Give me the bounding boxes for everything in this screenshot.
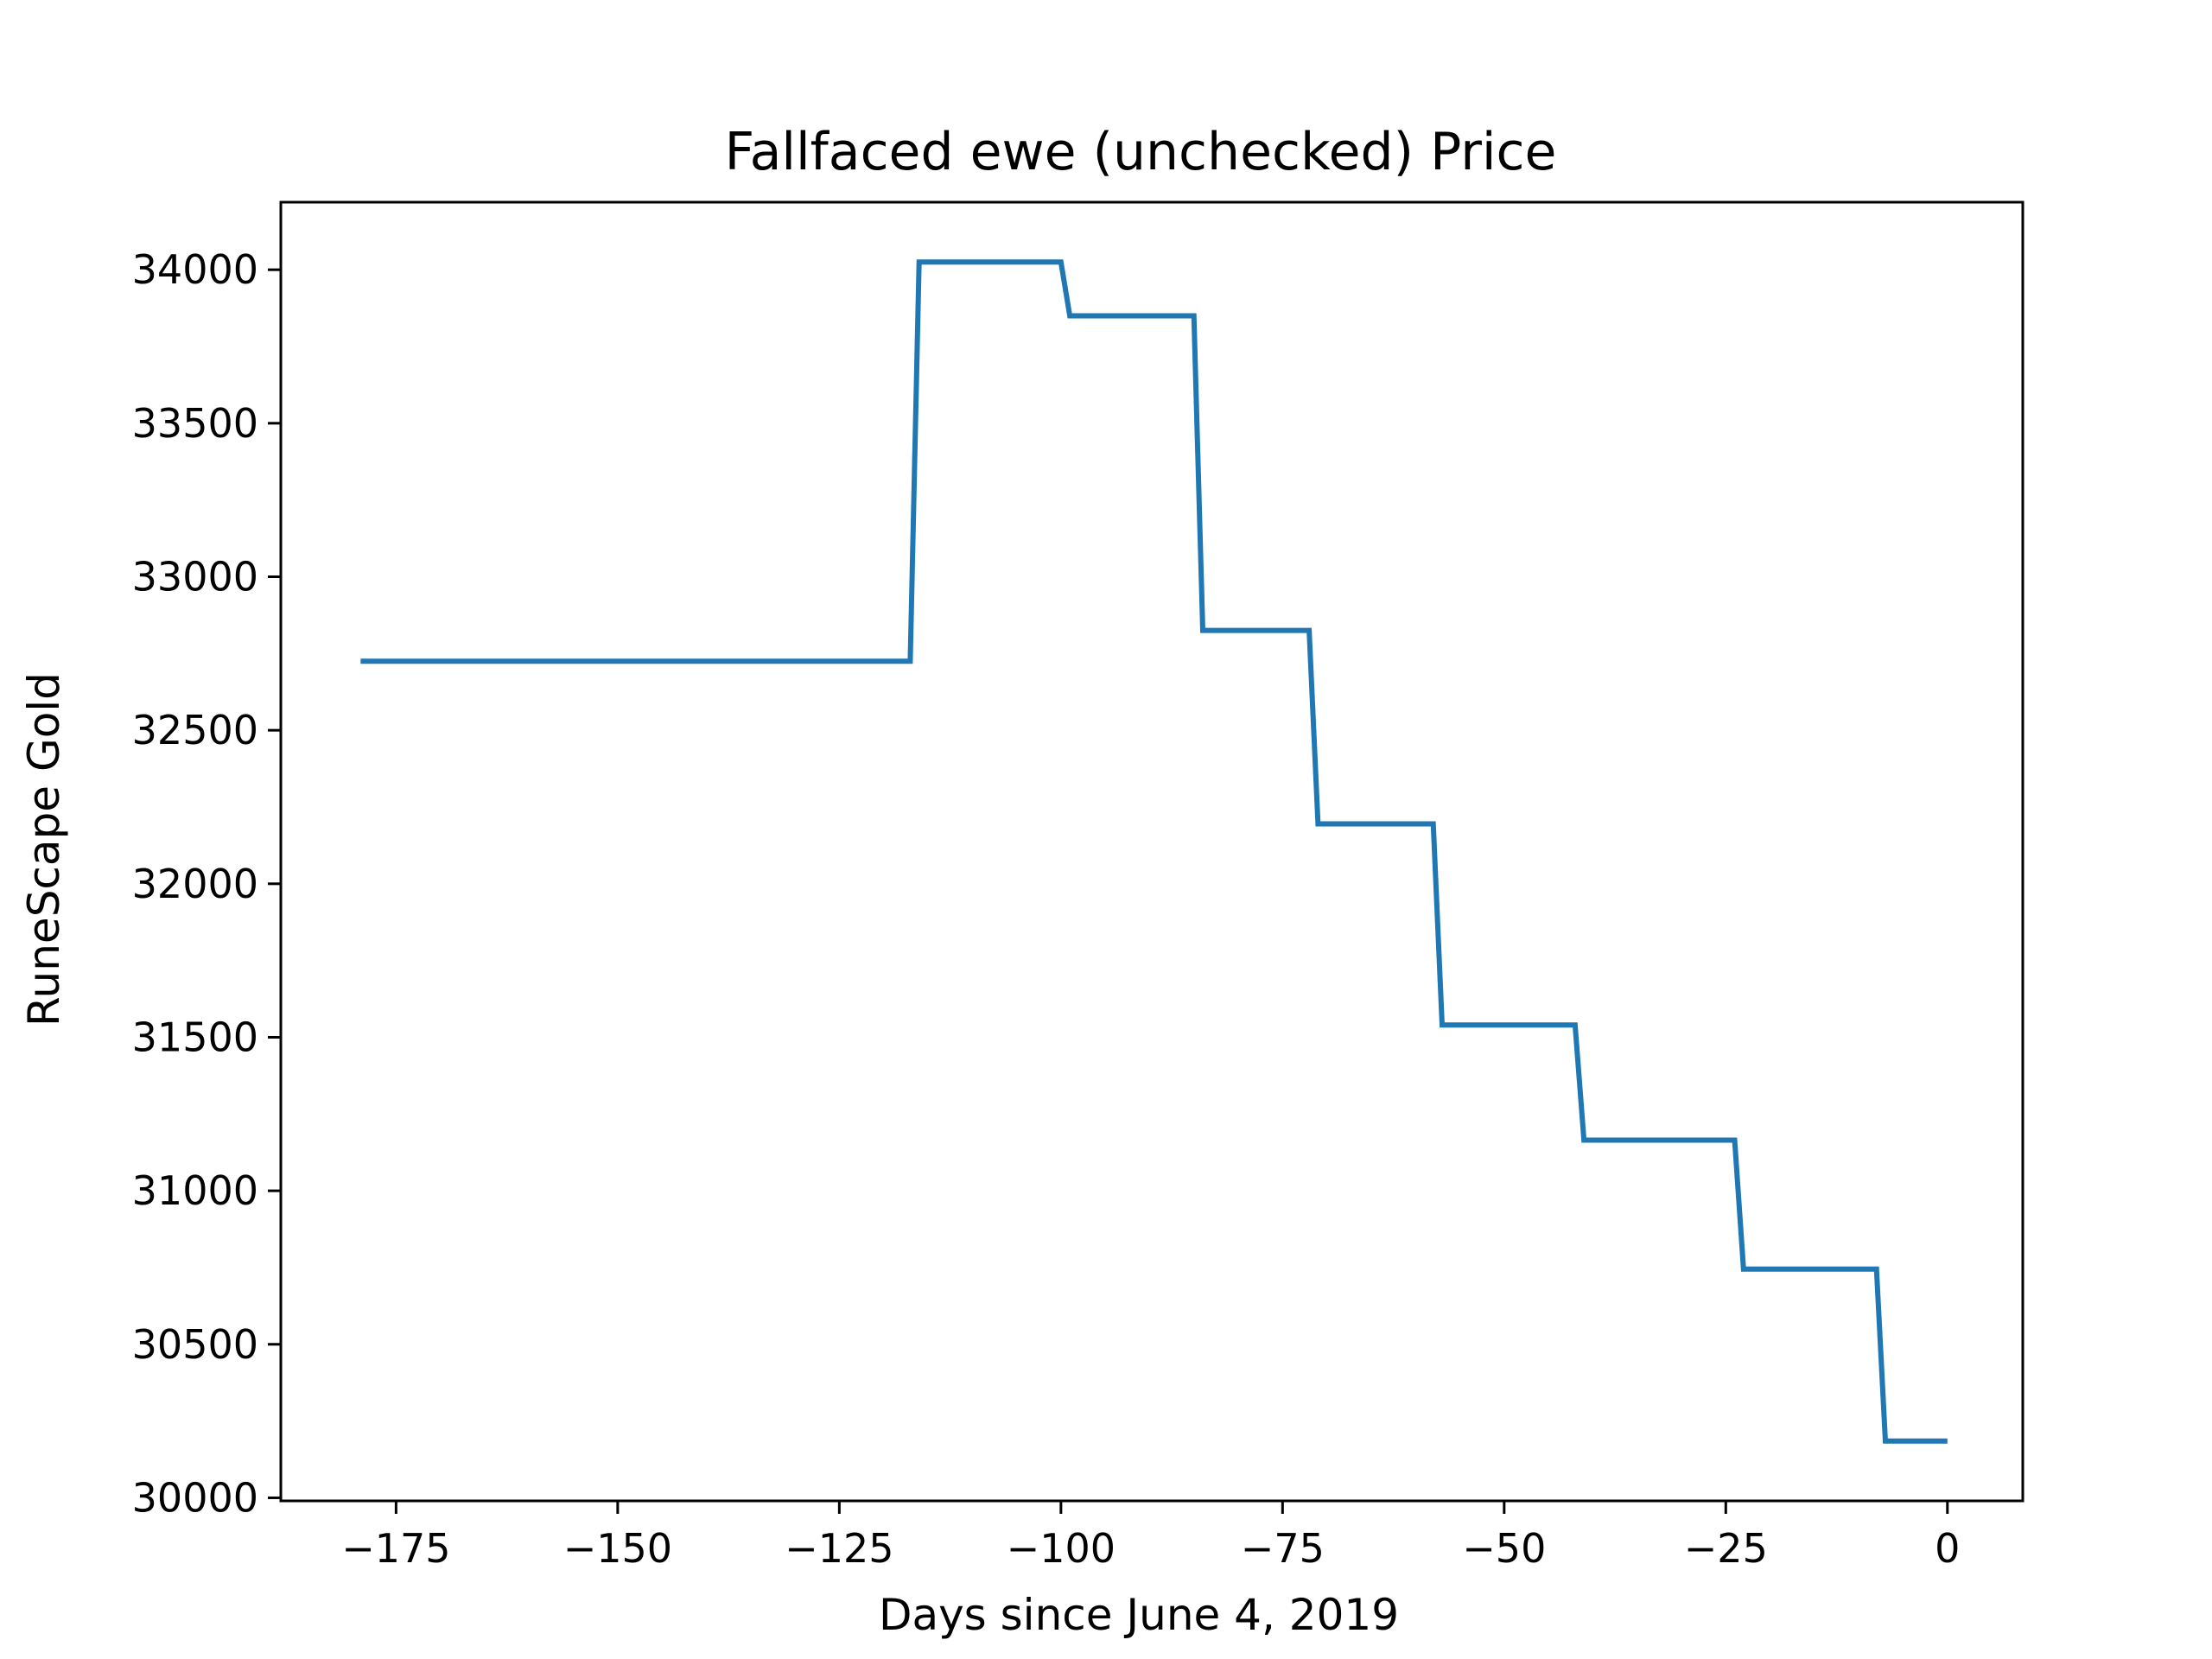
y-tick-label: 32000 — [132, 861, 258, 907]
y-tick-label: 32500 — [132, 707, 258, 753]
x-axis-ticks: −175 −150 −125 −100 −75 −50 −25 0 — [341, 1501, 1960, 1572]
y-axis-ticks: 30000 30500 31000 31500 32000 32500 33000 33500… — [132, 246, 281, 1521]
x-tick-label: −175 — [341, 1525, 450, 1572]
y-tick-label: 30500 — [132, 1321, 258, 1368]
chart-title: Fallfaced ewe (unchecked) Price — [725, 122, 1557, 182]
y-tick-label: 31000 — [132, 1167, 258, 1214]
x-tick-label: −125 — [785, 1525, 893, 1572]
y-axis-label: RuneScape Gold — [19, 672, 69, 1027]
x-tick-label: −100 — [1007, 1525, 1116, 1572]
plot-area — [360, 259, 1948, 1444]
x-tick-label: −50 — [1462, 1525, 1546, 1572]
x-tick-label: −75 — [1241, 1525, 1325, 1572]
series-line-0 — [360, 259, 1948, 1444]
y-tick-label: 31500 — [132, 1014, 258, 1060]
y-tick-label: 34000 — [132, 246, 258, 293]
x-tick-label: 0 — [1935, 1525, 1960, 1572]
x-tick-label: −25 — [1684, 1525, 1768, 1572]
y-tick-label: 33000 — [132, 553, 258, 600]
x-axis-label: Days since June 4, 2019 — [879, 1590, 1399, 1640]
y-tick-label: 30000 — [132, 1474, 258, 1521]
y-tick-label: 33500 — [132, 400, 258, 447]
axes-frame — [279, 200, 2024, 1503]
x-tick-label: −150 — [563, 1525, 672, 1572]
